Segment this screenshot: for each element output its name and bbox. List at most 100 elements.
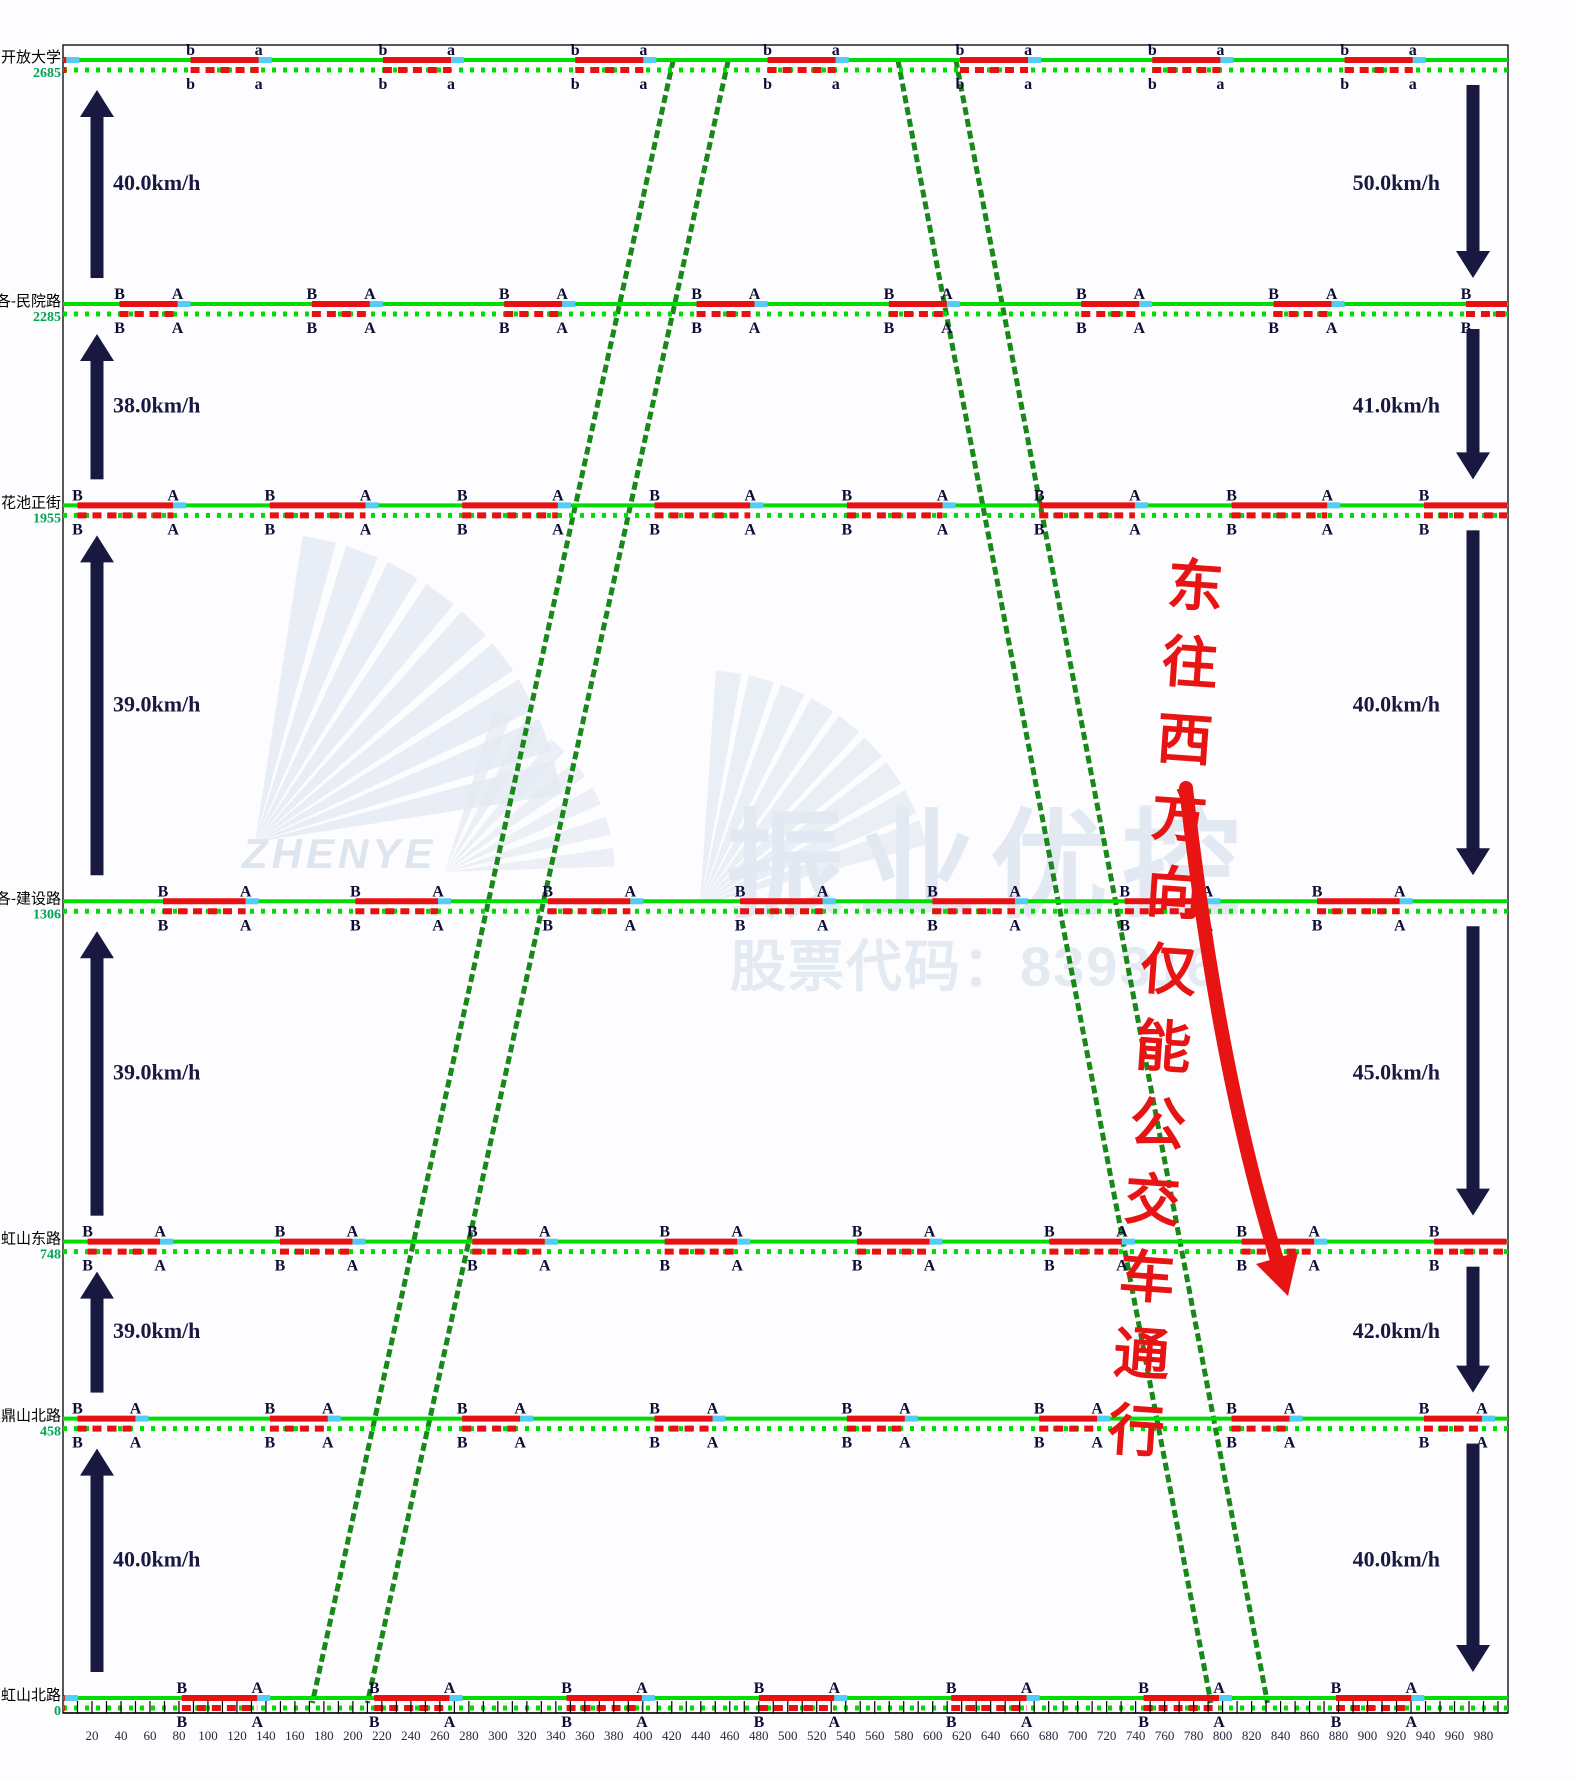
phase-letter-bottom: B — [499, 320, 510, 337]
speed-down-label: 41.0km/h — [1353, 393, 1440, 418]
phase-letter-top: A — [154, 1224, 166, 1241]
x-axis-tick-label: 440 — [691, 1728, 711, 1743]
phase-letter-bottom: B — [649, 1435, 660, 1452]
fan-petal-icon — [255, 760, 562, 842]
x-axis: 20 40 60 80 100 120 140 160 180 200 220 240 260 280 30… — [63, 1701, 1508, 1743]
road-name-label: 各-民院路 — [0, 292, 61, 310]
phase-letter-bottom: B — [1138, 1714, 1149, 1731]
fan-petal-icon — [445, 847, 615, 872]
phase-letter-top: A — [1091, 1401, 1103, 1418]
x-axis-tick-label: 580 — [894, 1728, 914, 1743]
fan-petal-icon — [700, 670, 742, 905]
phase-letter-top: A — [347, 1224, 359, 1241]
watermark-logo-text: ZHENYE — [242, 830, 437, 877]
phase-letter-top: B — [177, 1680, 188, 1697]
x-axis-tick-label: 340 — [546, 1728, 566, 1743]
phase-letter-bottom: B — [1044, 1258, 1055, 1275]
x-axis-tick-label: 380 — [604, 1728, 624, 1743]
x-axis-tick-label: 180 — [314, 1728, 334, 1743]
phase-letter-bottom: B — [1331, 1714, 1342, 1731]
phase-letter-bottom: A — [322, 1435, 334, 1452]
phase-letter-top: B — [1226, 487, 1237, 504]
x-axis-tick-label: 860 — [1300, 1728, 1320, 1743]
band-down-line-0 — [895, 59, 1214, 1704]
phase-letter-top: B — [1044, 1224, 1055, 1241]
x-axis-tick-label: 980 — [1474, 1728, 1494, 1743]
phase-letter-top: A — [625, 883, 637, 900]
plot-area: bbaabbaabbaabbaabbaabbaabbaa开放大学2685BBAA… — [0, 42, 1509, 1743]
road-chainage-label: 0 — [54, 1704, 61, 1719]
fan-petal-icon — [255, 611, 486, 842]
phase-letter-top: A — [1009, 883, 1021, 900]
x-axis-tick-label: 500 — [778, 1728, 798, 1743]
phase-letter-top: A — [749, 286, 761, 303]
phase-letter-top: B — [1461, 286, 1472, 303]
phase-letter-bottom: A — [1021, 1714, 1033, 1731]
x-axis-tick-label: 80 — [172, 1728, 185, 1743]
road-name-label: 各-建设路 — [0, 890, 61, 907]
phase-letter-top: A — [937, 487, 949, 504]
x-axis-tick-label: 460 — [720, 1728, 740, 1743]
phase-letter-bottom: A — [1116, 1258, 1128, 1275]
phase-letter-bottom: B — [265, 1435, 276, 1452]
phase-letter-top: A — [707, 1401, 719, 1418]
x-axis-tick-label: 40 — [114, 1728, 127, 1743]
phase-letter-top: b — [571, 42, 580, 59]
phase-letter-top: B — [158, 883, 169, 900]
phase-letter-bottom: A — [899, 1435, 911, 1452]
phase-letter-bottom: A — [1321, 521, 1333, 538]
phase-letter-bottom: A — [130, 1435, 142, 1452]
x-axis-tick-label: 760 — [1155, 1728, 1175, 1743]
phase-letter-top: a — [1409, 42, 1417, 59]
down-arrow-shaft — [1466, 1266, 1480, 1368]
x-axis-tick-label: 660 — [1010, 1728, 1030, 1743]
fan-petal-icon — [445, 816, 611, 872]
phase-letter-bottom: a — [639, 76, 647, 93]
up-arrow-icon — [80, 1448, 114, 1476]
road-chainage-label: 458 — [40, 1425, 61, 1440]
phase-letter-bottom: a — [447, 76, 455, 93]
up-arrow-shaft — [90, 359, 104, 480]
phase-letter-top: B — [852, 1224, 863, 1241]
phase-letter-bottom: B — [275, 1258, 286, 1275]
x-axis-tick-label: 680 — [1039, 1728, 1059, 1743]
phase-letter-bottom: A — [1308, 1258, 1320, 1275]
fan-petal-icon — [255, 535, 337, 842]
x-axis-tick-label: 520 — [807, 1728, 827, 1743]
phase-letter-bottom: A — [1213, 1714, 1225, 1731]
x-axis-tick-label: 640 — [981, 1728, 1001, 1743]
phase-letter-bottom: B — [1034, 521, 1045, 538]
fan-petal-icon — [255, 718, 552, 842]
phase-letter-bottom: B — [1076, 320, 1087, 337]
phase-letter-top: A — [941, 286, 953, 303]
road-chainage-label: 2685 — [33, 66, 61, 81]
fan-petal-icon — [700, 820, 928, 905]
speed-down-label: 40.0km/h — [1353, 1546, 1440, 1571]
x-axis-tick-label: 740 — [1126, 1728, 1146, 1743]
road-name-label: 花池正街 — [1, 494, 61, 511]
phase-letter-top: A — [924, 1224, 936, 1241]
phase-letter-top: A — [251, 1680, 263, 1697]
phase-letter-bottom: B — [852, 1258, 863, 1275]
phase-letter-top: B — [754, 1680, 765, 1697]
phase-letter-top: B — [1138, 1680, 1149, 1697]
down-arrow-shaft — [1466, 530, 1480, 851]
x-axis-tick-label: 920 — [1387, 1728, 1407, 1743]
down-arrow-icon — [1456, 1645, 1490, 1672]
phase-letter-bottom: A — [251, 1714, 263, 1731]
phase-letter-bottom: B — [927, 917, 938, 934]
phase-letter-top: B — [82, 1224, 93, 1241]
phase-letter-bottom: A — [154, 1258, 166, 1275]
phase-letter-bottom: B — [1312, 917, 1323, 934]
phase-letter-top: A — [1476, 1401, 1488, 1418]
phase-letter-bottom: b — [378, 76, 387, 93]
phase-letter-top: A — [539, 1224, 551, 1241]
road-name-label: 虹山北路 — [1, 1687, 61, 1704]
phase-letter-bottom: B — [1461, 320, 1472, 337]
phase-letter-top: A — [432, 883, 444, 900]
x-axis-tick-label: 320 — [517, 1728, 537, 1743]
phase-letter-bottom: a — [832, 76, 840, 93]
fan-petal-icon — [255, 583, 454, 842]
